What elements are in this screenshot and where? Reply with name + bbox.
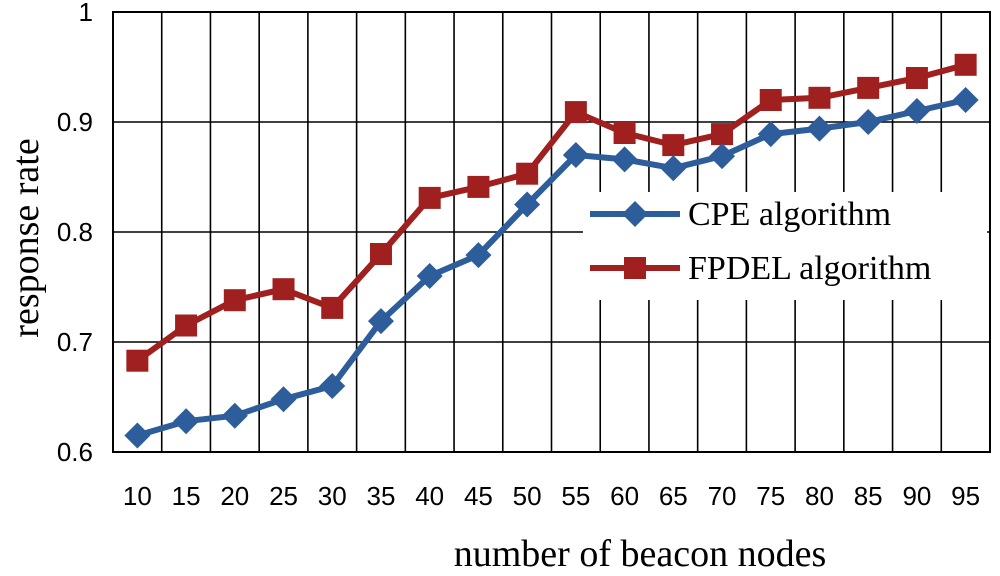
x-tick-labels: 10 15 20 25 30 35 40 45 50 55 60 65 70 75 80 85 90 95 bbox=[123, 481, 980, 511]
data-point bbox=[223, 289, 246, 312]
x-tick-label: 30 bbox=[318, 481, 347, 511]
x-axis-label: number of beacon nodes bbox=[454, 533, 827, 575]
data-point bbox=[270, 386, 297, 413]
series-cpe bbox=[124, 87, 979, 449]
data-point bbox=[465, 242, 492, 269]
data-point bbox=[173, 408, 200, 435]
x-tick-label: 50 bbox=[513, 481, 542, 511]
y-tick-label: 0.9 bbox=[57, 107, 93, 137]
legend-label: FPDEL algorithm bbox=[688, 250, 931, 287]
legend-item-cpe: CPE algorithm bbox=[590, 196, 891, 233]
x-tick-label: 70 bbox=[708, 481, 737, 511]
data-point bbox=[272, 278, 295, 301]
x-tick-label: 55 bbox=[561, 481, 590, 511]
x-tick-label: 25 bbox=[269, 481, 298, 511]
data-point bbox=[367, 308, 394, 335]
series-fpdel bbox=[126, 53, 977, 372]
x-tick-label: 90 bbox=[902, 481, 931, 511]
x-tick-label: 65 bbox=[659, 481, 688, 511]
x-tick-label: 45 bbox=[464, 481, 493, 511]
data-point bbox=[126, 349, 149, 372]
data-point bbox=[369, 243, 392, 265]
y-tick-labels: 0.6 0.7 0.8 0.9 1 bbox=[57, 0, 93, 467]
x-tick-label: 20 bbox=[220, 481, 249, 511]
y-tick-label: 0.6 bbox=[57, 437, 93, 467]
data-point bbox=[808, 86, 831, 109]
x-tick-label: 15 bbox=[172, 481, 201, 511]
legend-label: CPE algorithm bbox=[688, 196, 891, 233]
y-tick-label: 1 bbox=[79, 0, 93, 27]
data-point bbox=[319, 373, 346, 399]
data-point bbox=[952, 87, 979, 113]
data-point bbox=[662, 134, 685, 157]
data-point bbox=[954, 53, 977, 76]
data-point bbox=[660, 155, 687, 182]
x-tick-label: 95 bbox=[951, 481, 980, 511]
x-tick-label: 85 bbox=[854, 481, 883, 511]
series-layer bbox=[124, 53, 979, 449]
legend: CPE algorithm FPDEL algorithm bbox=[583, 192, 987, 300]
data-point bbox=[564, 101, 587, 124]
data-point bbox=[709, 143, 736, 170]
data-point bbox=[613, 122, 636, 144]
data-point bbox=[855, 109, 882, 135]
x-tick-label: 80 bbox=[805, 481, 834, 511]
data-point bbox=[903, 98, 930, 124]
data-point bbox=[759, 89, 782, 111]
data-point bbox=[905, 67, 928, 89]
x-tick-label: 75 bbox=[756, 481, 785, 511]
x-tick-label: 40 bbox=[415, 481, 444, 511]
data-point bbox=[418, 186, 441, 209]
y-tick-label: 0.7 bbox=[57, 327, 93, 357]
data-point bbox=[711, 123, 734, 146]
y-axis-label: response rate bbox=[5, 138, 47, 337]
data-point bbox=[514, 191, 541, 218]
data-point bbox=[611, 146, 638, 173]
legend-marker bbox=[624, 257, 646, 279]
x-tick-label: 10 bbox=[123, 481, 152, 511]
data-point bbox=[806, 115, 833, 142]
data-point bbox=[175, 314, 198, 337]
data-point bbox=[562, 142, 589, 168]
data-point bbox=[124, 422, 151, 449]
legend-item-fpdel: FPDEL algorithm bbox=[590, 250, 931, 287]
x-tick-label: 35 bbox=[367, 481, 396, 511]
data-point bbox=[516, 162, 539, 185]
data-point bbox=[467, 175, 490, 198]
data-point bbox=[416, 263, 443, 289]
data-point bbox=[757, 121, 784, 148]
legend-marker bbox=[622, 201, 648, 227]
data-point bbox=[221, 402, 248, 429]
y-tick-label: 0.8 bbox=[57, 217, 93, 247]
data-point bbox=[321, 296, 344, 319]
x-tick-label: 60 bbox=[610, 481, 639, 511]
legend-background bbox=[583, 192, 987, 300]
data-point bbox=[857, 76, 880, 99]
